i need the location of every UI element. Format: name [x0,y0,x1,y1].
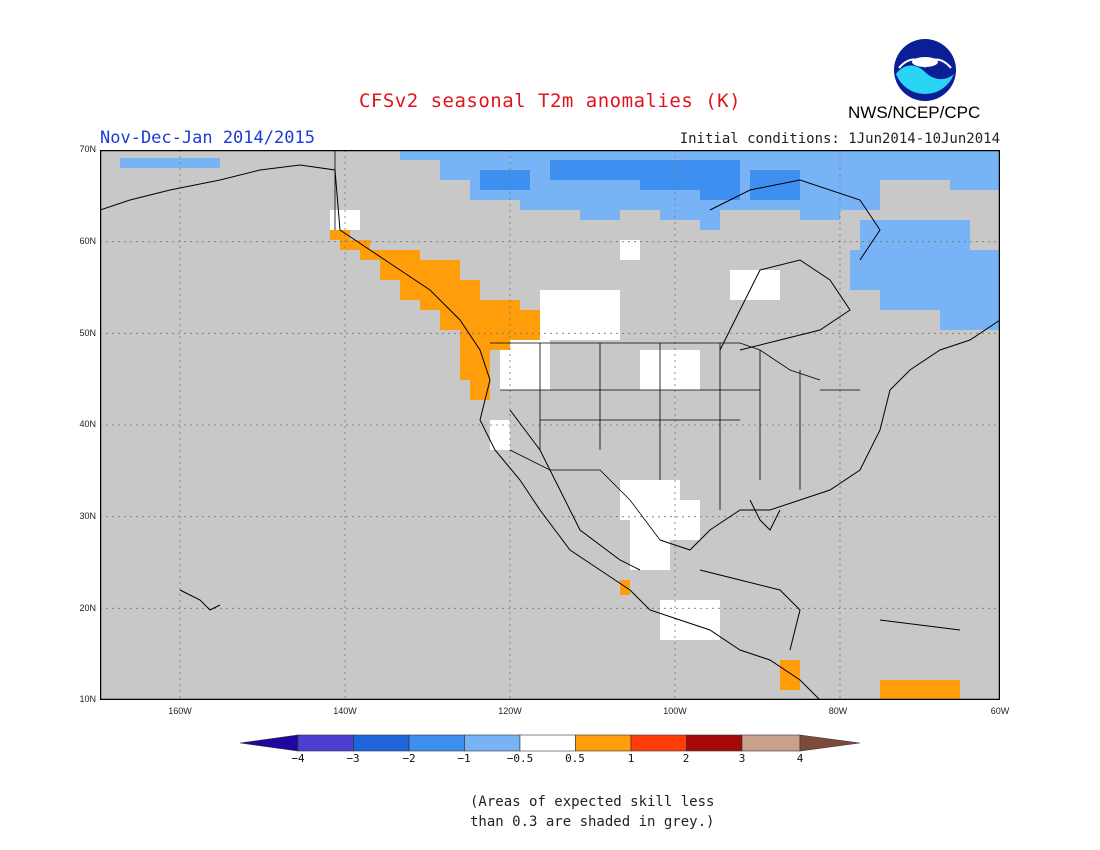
colorbar-swatch [353,734,410,752]
colorbar-swatch [464,734,521,752]
skill-note-line: than 0.3 are shaded in grey.) [470,814,715,830]
map-title: CFSv2 seasonal T2m anomalies (K) [358,90,742,112]
colorbar-label: −1 [457,752,471,765]
colorbar-label: 0.5 [565,752,585,765]
lon-label-160w: 160W [168,706,192,716]
lon-label-120w: 120W [498,706,522,716]
colorbar-swatch [741,734,801,752]
colorbar-swatch [575,734,632,752]
colorbar-label: −4 [291,752,305,765]
skill-note-line: (Areas of expected skill less [470,794,715,810]
cold-anomaly-regions [120,150,1000,550]
agency-label: NWS/NCEP/CPC [848,103,981,122]
lat-label-40n: 40N [79,419,96,429]
colorbar-label: 1 [627,752,635,765]
colorbar-swatch [519,734,576,752]
lat-label-50n: 50N [79,328,96,338]
lat-label-10n: 10N [79,694,96,704]
colorbar-label: 2 [682,752,690,765]
political-borders [334,150,860,541]
neutral-regions [330,210,780,640]
lat-label-60n: 60N [79,236,96,246]
warm-anomaly-regions [330,230,960,700]
colorbar-swatch [686,734,743,752]
lon-label-100w: 100W [663,706,687,716]
lon-label-140w: 140W [333,706,357,716]
graticule [100,150,1000,700]
colorbar-label: −2 [402,752,416,765]
noaa-logo [894,39,956,101]
lon-label-60w: 60W [990,706,1010,716]
colorbar-swatch [630,734,687,752]
forecast-period: Nov-Dec-Jan 2014/2015 [100,128,315,148]
initial-conditions: Initial conditions: 1Jun2014-10Jun2014 [679,131,1000,147]
lon-label-80w: 80W [828,706,848,716]
colorbar [240,734,860,752]
lat-label-30n: 30N [79,511,96,521]
colorbar-label: 4 [796,752,804,765]
coastlines [99,164,1001,701]
map-canvas [99,149,1001,701]
colorbar-swatch [408,734,465,752]
lat-label-70n: 70N [79,144,96,154]
colorbar-label: −3 [346,752,360,765]
map-frame [99,149,1001,701]
colorbar-swatch [799,734,860,752]
colorbar-label: 3 [738,752,746,765]
colorbar-swatch [297,734,354,752]
colorbar-swatch [240,734,299,752]
anomaly-map [99,149,1001,701]
colorbar-label: −0.5 [506,752,534,765]
skill-note: (Areas of expected skill less than 0.3 a… [470,792,730,832]
lat-label-20n: 20N [79,603,96,613]
